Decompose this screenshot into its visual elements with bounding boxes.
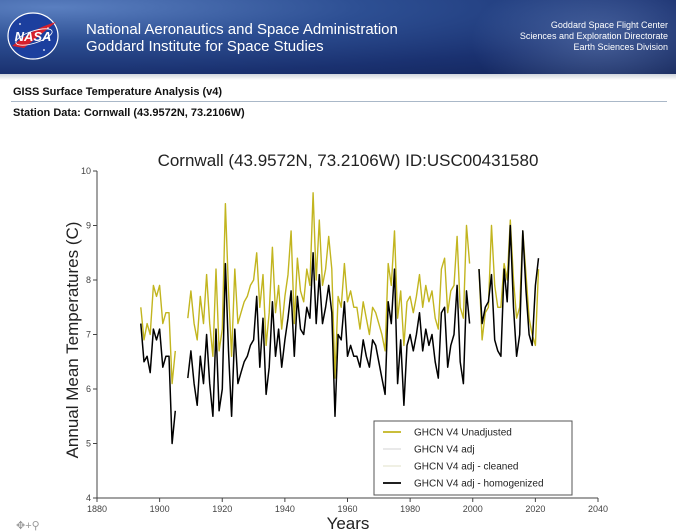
agency-line-1: National Aeronautics and Space Administr… xyxy=(86,21,398,38)
x-tick-label: 1960 xyxy=(337,504,357,514)
y-tick-label: 8 xyxy=(86,275,91,285)
series-line-0-segment-0 xyxy=(140,284,176,385)
legend-box xyxy=(373,420,573,496)
x-tick-label: 1980 xyxy=(400,504,420,514)
chart-axes: 4 5 6 7 8 9 10 1880 1900 1920 1940 1960 1980 2000 2020… xyxy=(81,166,608,514)
series-line-3-segment-1 xyxy=(187,252,471,418)
x-tick-label: 1920 xyxy=(212,504,232,514)
x-axis-label: Years xyxy=(327,514,370,532)
header-shadow xyxy=(0,74,676,80)
center-line-1: Goddard Space Flight Center xyxy=(550,20,668,30)
y-tick-label: 7 xyxy=(86,330,91,340)
chart-title: Cornwall (43.9572N, 73.2106W) ID:USC0043… xyxy=(158,151,539,170)
legend-label[interactable]: GHCN V4 Unadjusted xyxy=(414,428,512,439)
series-line-3-segment-2 xyxy=(478,224,540,358)
series-line-0-segment-1 xyxy=(187,192,471,379)
station-label: Station Data: Cornwall (43.9572N, 73.210… xyxy=(13,107,245,119)
y-tick-label: 10 xyxy=(81,166,91,176)
chart-legend[interactable]: GHCN V4 Unadjusted GHCN V4 adj GHCN V4 adj… xyxy=(373,420,573,496)
x-tick-label: 2000 xyxy=(463,504,483,514)
x-tick-label: 1880 xyxy=(87,504,107,514)
nasa-logo[interactable]: NASA xyxy=(4,10,62,62)
chart-series xyxy=(140,192,540,445)
x-tick-label: 1900 xyxy=(150,504,170,514)
nasa-logo-text: NASA xyxy=(15,29,52,44)
y-tick-label: 9 xyxy=(86,221,91,231)
header-glow xyxy=(470,0,676,74)
series-line-3-segment-0 xyxy=(140,323,177,445)
y-tick-label: 5 xyxy=(86,439,91,449)
y-tick-label: 6 xyxy=(86,384,91,394)
x-tick-label: 2040 xyxy=(588,504,608,514)
center-line-3: Earth Sciences Division xyxy=(573,42,668,52)
x-tick-label: 2020 xyxy=(525,504,545,514)
x-tick-label: 1940 xyxy=(275,504,295,514)
legend-label[interactable]: GHCN V4 adj - cleaned xyxy=(414,462,519,473)
title-divider xyxy=(11,101,667,102)
site-header: NASA National Aeronautics and Space Admi… xyxy=(0,0,676,74)
center-name: Goddard Space Flight Center Sciences and… xyxy=(520,20,668,53)
y-axis-label: Annual Mean Temperatures (C) xyxy=(63,222,82,459)
page-title: GISS Surface Temperature Analysis (v4) xyxy=(13,86,223,98)
agency-name: National Aeronautics and Space Administr… xyxy=(86,21,398,55)
legend-label[interactable]: GHCN V4 adj xyxy=(414,445,475,456)
chart-modebar[interactable]: ✥+⚲ xyxy=(16,520,40,532)
legend-label[interactable]: GHCN V4 adj - homogenized xyxy=(414,479,544,490)
y-tick-label: 4 xyxy=(86,493,91,503)
center-line-2: Sciences and Exploration Directorate xyxy=(519,31,668,41)
series-line-0-segment-2 xyxy=(478,219,540,347)
agency-line-2: Goddard Institute for Space Studies xyxy=(86,38,324,55)
